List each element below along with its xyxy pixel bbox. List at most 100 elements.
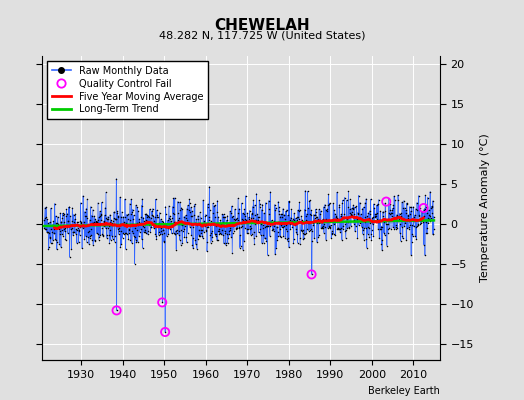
Point xyxy=(96,210,105,217)
Point xyxy=(312,220,321,226)
Point xyxy=(396,210,404,217)
Point xyxy=(321,206,330,213)
Point xyxy=(165,222,173,229)
Point xyxy=(280,223,289,230)
Point xyxy=(222,220,231,226)
Point xyxy=(279,232,288,239)
Point xyxy=(231,217,239,223)
Point xyxy=(165,203,173,209)
Point xyxy=(301,188,309,194)
Point xyxy=(358,205,366,212)
Point xyxy=(295,199,303,206)
Point xyxy=(365,208,374,214)
Point xyxy=(408,231,417,237)
Point xyxy=(104,223,113,229)
Point xyxy=(320,224,329,230)
Point xyxy=(140,224,148,230)
Point xyxy=(264,222,272,229)
Point xyxy=(247,211,256,217)
Point xyxy=(47,222,56,228)
Point xyxy=(75,227,83,234)
Point xyxy=(183,206,191,212)
Point xyxy=(319,222,327,229)
Point xyxy=(226,225,234,231)
Point xyxy=(411,216,419,223)
Point xyxy=(406,204,414,210)
Point xyxy=(343,197,351,203)
Point xyxy=(400,198,408,204)
Point xyxy=(60,211,69,217)
Point xyxy=(137,214,146,220)
Point xyxy=(99,232,107,238)
Point xyxy=(326,224,335,230)
Point xyxy=(198,233,206,239)
Point xyxy=(43,228,52,235)
Point xyxy=(223,217,231,224)
Point xyxy=(267,219,275,226)
Point xyxy=(194,216,202,222)
Point xyxy=(308,271,316,278)
Point xyxy=(112,216,120,222)
Point xyxy=(111,238,119,245)
Point xyxy=(216,217,225,224)
Point xyxy=(179,220,188,227)
Point xyxy=(328,230,336,236)
Point xyxy=(264,220,272,227)
Point xyxy=(357,224,366,230)
Point xyxy=(129,212,138,219)
Point xyxy=(351,214,359,220)
Point xyxy=(274,229,282,235)
Point xyxy=(116,244,125,250)
Point xyxy=(353,235,362,241)
Point xyxy=(102,189,110,196)
Point xyxy=(92,218,101,224)
Point xyxy=(193,222,201,228)
Point xyxy=(363,213,372,219)
Point xyxy=(62,213,70,219)
Point xyxy=(293,231,301,237)
Point xyxy=(145,220,154,226)
Point xyxy=(156,225,165,231)
Point xyxy=(332,213,341,219)
Point xyxy=(333,215,341,222)
Point xyxy=(361,200,369,206)
Point xyxy=(378,209,387,215)
Point xyxy=(392,212,401,218)
Point xyxy=(283,212,292,218)
Point xyxy=(236,244,244,251)
Point xyxy=(206,222,214,228)
Point xyxy=(79,222,87,228)
Point xyxy=(112,307,121,314)
Point xyxy=(267,217,276,224)
Point xyxy=(385,210,393,216)
Point xyxy=(350,220,358,227)
Point xyxy=(294,207,302,213)
Point xyxy=(275,211,283,217)
Point xyxy=(102,232,111,238)
Point xyxy=(78,245,86,252)
Point xyxy=(414,222,422,228)
Point xyxy=(122,246,130,252)
Point xyxy=(151,196,160,202)
Point xyxy=(117,241,125,248)
Point xyxy=(95,214,103,220)
Point xyxy=(126,200,134,207)
Point xyxy=(80,223,89,229)
Point xyxy=(326,222,335,228)
Point xyxy=(401,207,410,214)
Point xyxy=(169,195,178,202)
Point xyxy=(422,204,430,210)
Point xyxy=(285,199,293,205)
Point xyxy=(275,208,283,215)
Point xyxy=(190,220,199,226)
Point xyxy=(158,227,167,234)
Point xyxy=(136,226,145,232)
Point xyxy=(121,214,129,220)
Point xyxy=(194,232,203,238)
Point xyxy=(246,223,255,230)
Point xyxy=(330,231,338,237)
Point xyxy=(270,202,279,208)
Point xyxy=(241,216,249,222)
Point xyxy=(302,211,311,217)
Point xyxy=(259,232,268,238)
